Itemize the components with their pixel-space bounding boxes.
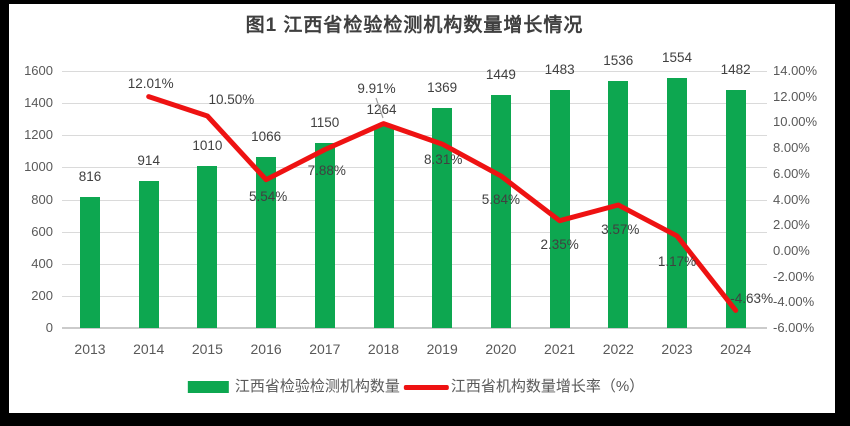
x-axis-label-2019: 2019 (426, 341, 458, 357)
right-axis-tick: 10.00% (773, 114, 818, 130)
x-axis-label-2017: 2017 (309, 341, 341, 357)
bar-value-label: 1150 (310, 115, 340, 131)
right-axis-tick: 4.00% (773, 191, 810, 207)
x-axis-line (62, 327, 767, 329)
legend-bar-swatch (187, 381, 229, 393)
right-axis-tick: -4.00% (773, 294, 815, 310)
left-axis-tick: 1000 (24, 159, 53, 175)
right-axis-tick: 0.00% (773, 242, 810, 258)
grid-line (62, 231, 767, 233)
x-axis-label-2020: 2020 (485, 341, 517, 357)
right-axis-tick: 2.00% (773, 217, 810, 233)
line-value-label: 7.88% (307, 162, 346, 178)
line-value-label: 5.54% (248, 188, 288, 204)
x-axis-label-2022: 2022 (602, 341, 634, 357)
left-axis-tick: 1200 (24, 127, 53, 143)
left-axis-tick: 200 (31, 287, 53, 303)
line-value-label: 3.57% (601, 222, 640, 237)
bar-2018 (373, 125, 394, 328)
bar-2019 (432, 108, 453, 328)
legend: 江西省检验检测机构数量 江西省机构数量增长率（%） (187, 378, 645, 396)
bar-value-label: 1483 (544, 61, 575, 77)
line-value-label: 9.91% (357, 80, 396, 96)
x-axis-label-2015: 2015 (191, 341, 223, 357)
x-axis-label-2014: 2014 (133, 341, 165, 357)
legend-line-series-label: 江西省机构数量增长率（%） (450, 378, 645, 395)
left-axis-tick: 400 (31, 255, 53, 271)
right-axis-tick: 12.00% (773, 88, 818, 104)
legend-bar-series-label: 江西省检验检测机构数量 (234, 378, 400, 395)
bar-value-label: 1066 (251, 128, 282, 144)
bar-value-label: 1482 (720, 62, 751, 77)
grid-line (62, 135, 767, 137)
grid-line (62, 295, 767, 297)
left-axis-tick: 1600 (24, 63, 53, 78)
x-axis-label-2023: 2023 (661, 341, 693, 357)
left-axis-tick: 0 (45, 320, 53, 335)
right-axis-tick: 14.00% (773, 63, 818, 78)
chart-title: 图1 江西省检验检测机构数量增长情况 (245, 15, 584, 36)
bar-2021 (549, 89, 570, 328)
line-value-label: 8.31% (424, 152, 463, 168)
bar-2014 (138, 181, 159, 328)
bar-value-label: 1449 (485, 67, 516, 83)
bar-2016 (256, 156, 277, 328)
bar-2013 (80, 196, 100, 328)
right-axis-tick: -6.00% (773, 320, 815, 335)
x-axis-label-2021: 2021 (544, 341, 576, 357)
line-value-label: 2.35% (540, 236, 579, 252)
bar-value-label: 1536 (603, 53, 634, 69)
bar-2023 (667, 78, 687, 328)
line-value-label: 10.50% (208, 92, 255, 107)
line-value-label: -4.63% (730, 291, 774, 307)
right-axis-tick: 6.00% (773, 165, 810, 181)
x-axis-label-2024: 2024 (720, 341, 752, 357)
bar-value-label: 1554 (661, 50, 693, 66)
line-value-label: 12.01% (127, 75, 174, 91)
right-axis-tick: -2.00% (773, 268, 815, 284)
right-axis-tick: 8.00% (773, 140, 810, 156)
bar-2020 (490, 95, 511, 328)
bar-value-label: 1369 (427, 80, 458, 96)
x-axis-label-2018: 2018 (367, 341, 400, 357)
bar-value-label: 816 (78, 168, 102, 184)
bar-2022 (608, 81, 629, 328)
grid-line (62, 71, 767, 72)
legend-line-swatch (403, 384, 449, 390)
x-axis-label-2013: 2013 (74, 341, 106, 357)
left-axis-tick: 800 (31, 191, 53, 207)
left-axis-tick: 1400 (24, 95, 53, 111)
bar-value-label: 914 (137, 153, 160, 169)
grid-line (62, 199, 767, 201)
bar-2015 (197, 165, 218, 328)
x-axis-label-2016: 2016 (250, 341, 282, 357)
left-axis-tick: 600 (31, 223, 53, 239)
line-value-label: 1.17% (657, 253, 697, 269)
bar-value-label: 1264 (366, 102, 397, 117)
line-value-label: 5.84% (481, 191, 521, 207)
chart-panel: 图1 江西省检验检测机构数量增长情况 1600 1400 1200 1000 800 60… (9, 4, 835, 413)
